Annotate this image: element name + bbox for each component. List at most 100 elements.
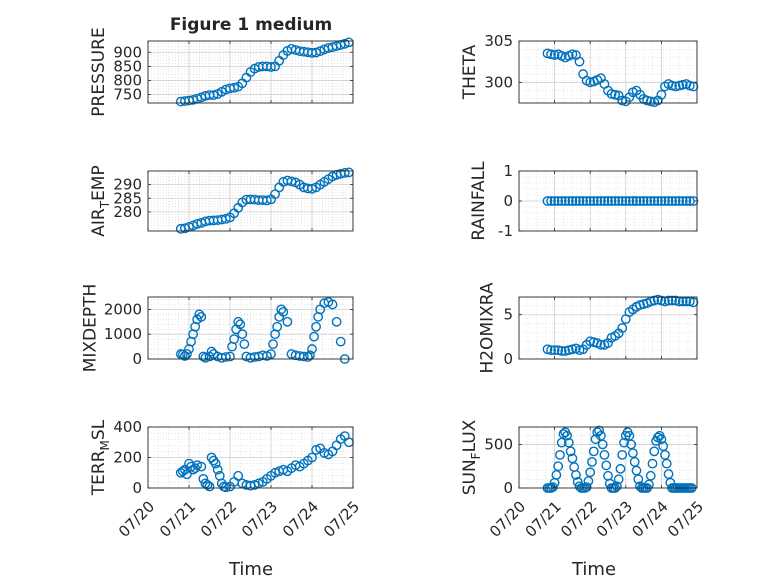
y-tick-label: 1 bbox=[503, 162, 513, 180]
data-point bbox=[208, 90, 219, 101]
x-tick-label: 07/21 bbox=[156, 498, 199, 541]
data-point bbox=[688, 297, 699, 308]
data-point bbox=[556, 196, 567, 206]
data-point bbox=[546, 196, 556, 206]
data-point bbox=[311, 47, 321, 58]
data-point bbox=[233, 470, 244, 481]
data-point bbox=[196, 461, 207, 472]
data-point bbox=[202, 480, 213, 490]
data-point bbox=[571, 470, 581, 480]
data-point bbox=[581, 196, 592, 206]
data-point bbox=[581, 482, 592, 493]
series-markers bbox=[175, 297, 350, 364]
data-point bbox=[204, 481, 215, 492]
data-point bbox=[592, 196, 603, 206]
data-point bbox=[237, 329, 248, 340]
data-point bbox=[571, 196, 581, 206]
data-point bbox=[587, 456, 597, 467]
xlabel-left: Time bbox=[228, 559, 273, 580]
data-point bbox=[574, 56, 585, 67]
data-point bbox=[196, 311, 207, 322]
data-point bbox=[645, 96, 656, 107]
y-tick-label: 900 bbox=[113, 43, 142, 61]
data-point bbox=[606, 89, 617, 99]
y-tick-label: -1 bbox=[498, 222, 513, 240]
data-point bbox=[546, 49, 556, 60]
axes-6: 0 5 H2OMIXRA bbox=[477, 282, 699, 374]
data-point bbox=[595, 339, 606, 350]
data-point bbox=[298, 351, 309, 362]
data-point bbox=[649, 446, 660, 457]
data-point bbox=[645, 196, 656, 206]
data-point bbox=[305, 350, 315, 361]
data-point bbox=[585, 196, 596, 206]
data-point bbox=[601, 460, 612, 471]
data-point bbox=[613, 474, 624, 485]
data-point bbox=[588, 196, 599, 206]
data-point bbox=[331, 316, 342, 327]
y-tick-label: 5 bbox=[503, 306, 513, 324]
data-point bbox=[567, 196, 578, 206]
data-point bbox=[660, 196, 670, 206]
y-axis-label: RAINFALL bbox=[469, 161, 489, 241]
data-point bbox=[642, 196, 653, 206]
data-point bbox=[624, 196, 635, 206]
data-point bbox=[656, 196, 667, 206]
data-point bbox=[617, 449, 628, 460]
y-tick-label: 290 bbox=[113, 176, 142, 194]
data-point bbox=[612, 481, 622, 492]
data-point bbox=[688, 81, 699, 92]
data-point bbox=[656, 434, 667, 445]
data-point bbox=[642, 95, 653, 106]
data-point bbox=[670, 196, 681, 206]
data-point bbox=[649, 196, 660, 206]
data-point bbox=[229, 334, 240, 345]
data-point bbox=[638, 196, 649, 206]
data-point bbox=[268, 339, 278, 350]
data-point bbox=[553, 196, 564, 206]
data-point bbox=[670, 81, 681, 92]
y-axis-label: THETA bbox=[460, 44, 480, 100]
data-point bbox=[311, 321, 321, 332]
data-point bbox=[272, 321, 283, 332]
data-point bbox=[633, 474, 644, 485]
data-point bbox=[647, 458, 658, 469]
series-markers bbox=[542, 48, 699, 108]
y-axis-label: H2OMIXRA bbox=[477, 282, 497, 373]
data-point bbox=[542, 48, 553, 59]
data-point bbox=[198, 351, 209, 362]
y-axis-label: TERRMSL bbox=[89, 419, 112, 496]
data-point bbox=[594, 425, 604, 436]
y-tick-label: 300 bbox=[484, 73, 513, 91]
data-point bbox=[567, 49, 578, 60]
x-tick-label: 07/25 bbox=[320, 498, 363, 541]
data-point bbox=[684, 80, 695, 91]
y-tick-label: 0 bbox=[132, 350, 142, 368]
data-point bbox=[233, 316, 244, 327]
data-point bbox=[549, 196, 560, 206]
data-point bbox=[631, 196, 642, 206]
x-tick-label: 07/22 bbox=[557, 498, 600, 541]
data-point bbox=[225, 351, 235, 362]
data-point bbox=[667, 196, 677, 206]
data-point bbox=[563, 196, 574, 206]
x-tick-label: 07/24 bbox=[628, 498, 671, 541]
data-point bbox=[652, 196, 663, 206]
data-point bbox=[610, 89, 621, 100]
data-point bbox=[339, 38, 350, 49]
data-point bbox=[182, 349, 192, 359]
data-point bbox=[617, 323, 628, 333]
y-tick-label: 750 bbox=[113, 86, 142, 104]
data-point bbox=[585, 467, 596, 478]
x-tick-label: 07/20 bbox=[486, 498, 529, 541]
y-tick-label: 285 bbox=[113, 189, 142, 207]
data-point bbox=[210, 458, 221, 469]
data-point bbox=[595, 196, 606, 206]
data-point bbox=[282, 316, 293, 327]
y-tick-label: 0 bbox=[503, 350, 513, 368]
y-axis-label: MIXDEPTH bbox=[81, 284, 101, 373]
data-point bbox=[617, 196, 628, 206]
